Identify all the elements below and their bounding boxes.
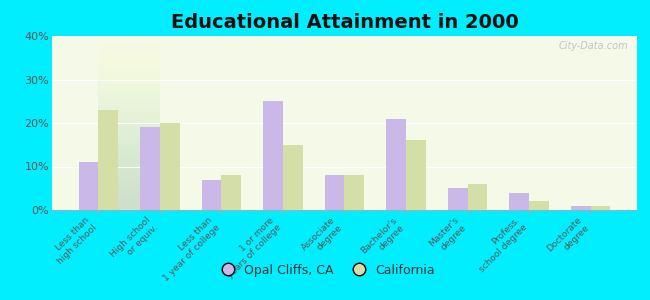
- Bar: [160, 123, 179, 210]
- Legend: Opal Cliffs, CA, California: Opal Cliffs, CA, California: [211, 259, 439, 282]
- Bar: [406, 140, 426, 210]
- Bar: [283, 145, 303, 210]
- Bar: [98, 110, 118, 210]
- Title: Educational Attainment in 2000: Educational Attainment in 2000: [170, 13, 519, 32]
- Bar: [386, 119, 406, 210]
- Bar: [325, 175, 344, 210]
- Bar: [202, 179, 222, 210]
- Bar: [344, 175, 364, 210]
- Bar: [510, 193, 529, 210]
- Bar: [263, 101, 283, 210]
- Bar: [140, 127, 160, 210]
- Bar: [79, 162, 98, 210]
- Bar: [448, 188, 467, 210]
- Bar: [467, 184, 488, 210]
- Text: City-Data.com: City-Data.com: [558, 41, 628, 51]
- Bar: [529, 201, 549, 210]
- Bar: [591, 206, 610, 210]
- Bar: [571, 206, 591, 210]
- Bar: [222, 175, 241, 210]
